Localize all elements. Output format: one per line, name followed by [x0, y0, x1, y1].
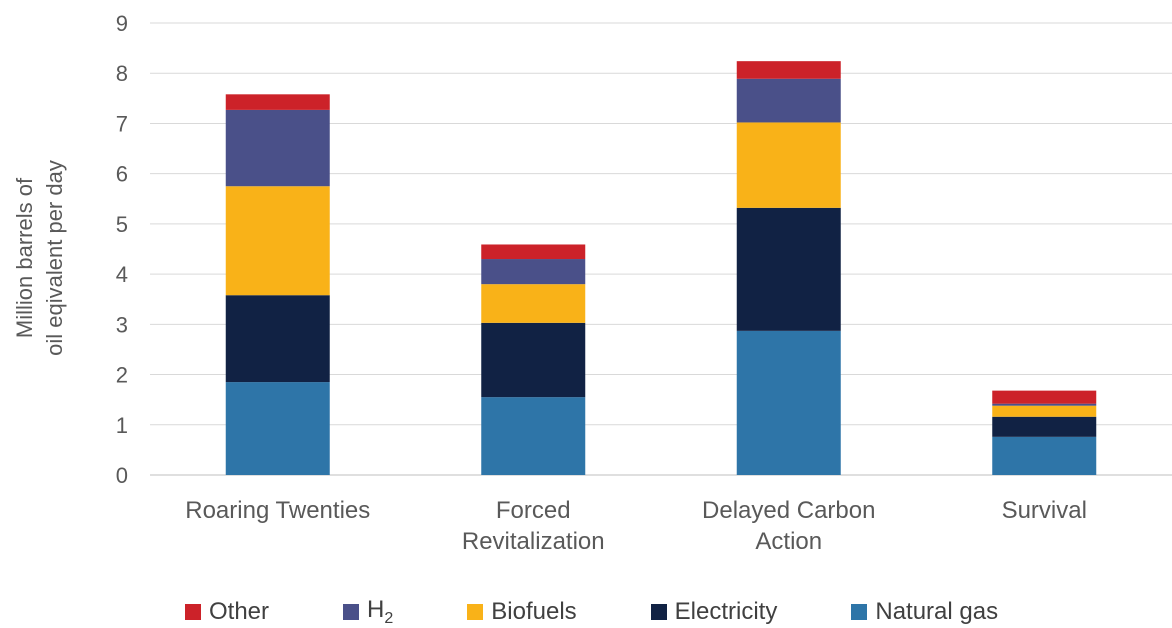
legend-item: Biofuels [467, 598, 577, 626]
bar-segment-biofuels [992, 405, 1097, 417]
legend-label: Biofuels [491, 598, 576, 626]
y-tick-label: 0 [116, 463, 128, 488]
legend-swatch [467, 603, 484, 620]
legend-swatch [343, 603, 360, 620]
bar-segment-other [736, 61, 841, 79]
bar-segment-biofuels [481, 284, 586, 323]
bar-segment-electricity [481, 322, 586, 398]
y-axis-label: Million barrels of oil eqivalent per day [12, 160, 67, 356]
legend-swatch [185, 603, 201, 620]
x-category-label: Revitalization [462, 528, 605, 555]
legend-item: Other [185, 598, 269, 626]
y-axis-title: Million barrels of [12, 177, 37, 338]
bar-segment-h [481, 259, 586, 285]
legend-label: Natural gas [875, 598, 998, 626]
x-category-label: Action [755, 528, 822, 555]
legend-item: H2 [343, 596, 393, 628]
x-category-label: Delayed Carbon [702, 497, 875, 524]
y-axis-title: oil eqivalent per day [42, 160, 67, 356]
legend-item: Electricity [650, 598, 778, 626]
bar-segment-natural-gas [992, 436, 1097, 475]
y-axis-ticks: 0 1 2 3 4 5 6 7 8 9 [116, 11, 128, 488]
bar-stack [225, 94, 330, 475]
legend-label: H2 [367, 596, 393, 628]
legend-swatch [851, 603, 868, 620]
bar-segment-electricity [992, 416, 1097, 437]
y-tick-label: 8 [116, 61, 128, 86]
bar-segment-natural-gas [736, 330, 841, 475]
bars [225, 61, 1097, 475]
y-tick-label: 9 [116, 11, 128, 36]
bar-segment-other [481, 244, 586, 260]
y-tick-label: 5 [116, 212, 128, 237]
bar-segment-h [992, 403, 1097, 406]
legend-label-text: Other [209, 597, 270, 625]
bar-segment-natural-gas [481, 397, 586, 475]
y-tick-label: 7 [116, 111, 128, 136]
bar-segment-electricity [736, 207, 841, 331]
bar-segment-other [992, 390, 1097, 404]
legend-label-text: Natural gas [875, 597, 999, 625]
bar-segment-other [225, 94, 330, 110]
bar-segment-electricity [225, 295, 330, 383]
bar-segment-natural-gas [225, 382, 330, 475]
legend: Other H2 Biofuels Electricity Natural gas [185, 596, 998, 628]
x-category-label: Survival [1002, 497, 1087, 524]
legend-swatch [650, 603, 667, 620]
bar-stack [481, 244, 586, 475]
x-axis-labels: Roaring Twenties Forced Revitalization Dela… [185, 497, 1087, 555]
legend-label-text: Biofuels [491, 597, 577, 625]
legend-label-subscript: 2 [384, 609, 394, 627]
stacked-bar-chart: 0 1 2 3 4 5 6 7 8 9 Roaring Twenties Forced Revital… [12, 11, 1172, 555]
legend-label-text: H [367, 596, 385, 623]
y-tick-label: 4 [116, 262, 128, 287]
bar-stack [736, 61, 841, 475]
bar-segment-h [736, 78, 841, 123]
y-tick-label: 6 [116, 162, 128, 187]
legend-item: Natural gas [851, 598, 998, 626]
bar-segment-biofuels [736, 122, 841, 208]
x-category-label: Forced [496, 497, 571, 524]
x-category-label: Roaring Twenties [185, 497, 370, 524]
legend-label-text: Electricity [674, 597, 778, 625]
bar-segment-biofuels [225, 186, 330, 296]
y-tick-label: 3 [116, 312, 128, 337]
y-tick-label: 1 [116, 413, 128, 438]
y-tick-label: 2 [116, 363, 128, 388]
bar-segment-h [225, 109, 330, 187]
legend-label: Other [209, 598, 269, 626]
legend-label: Electricity [675, 598, 778, 626]
bar-stack [992, 390, 1097, 475]
